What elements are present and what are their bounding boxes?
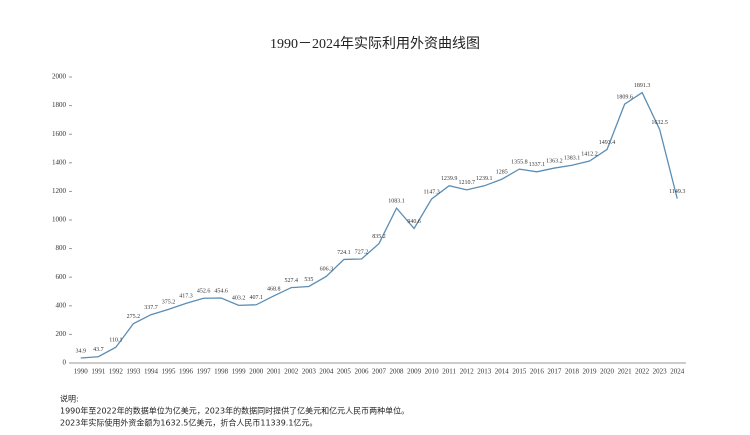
y-tick-label: 1600 xyxy=(52,130,67,138)
x-tick-label: 1997 xyxy=(197,368,212,376)
data-label: 407.1 xyxy=(249,295,263,301)
x-tick-label: 2003 xyxy=(302,368,317,376)
x-tick-label: 2004 xyxy=(319,368,334,376)
y-tick-label: 1200 xyxy=(52,187,67,195)
y-tick-label: 200 xyxy=(56,330,67,338)
y-tick-label: 1000 xyxy=(52,216,67,224)
x-tick-label: 1995 xyxy=(161,368,176,376)
data-label: 110.1 xyxy=(109,338,122,344)
data-label: 727.2 xyxy=(355,249,369,255)
data-label: 940.6 xyxy=(407,219,421,225)
x-tick-label: 2012 xyxy=(460,368,475,376)
x-tick-label: 1994 xyxy=(144,368,159,376)
x-tick-label: 2007 xyxy=(372,368,387,376)
x-tick-label: 2020 xyxy=(600,368,615,376)
data-label: 1809.6 xyxy=(616,95,633,101)
x-tick-label: 2000 xyxy=(249,368,264,376)
data-label: 724.1 xyxy=(337,250,351,256)
x-tick-label: 2019 xyxy=(583,368,598,376)
data-label: 535 xyxy=(304,277,313,283)
data-label: 454.6 xyxy=(214,288,228,294)
x-tick-label: 2010 xyxy=(425,368,440,376)
data-label: 1239.9 xyxy=(441,176,458,182)
x-tick-label: 2021 xyxy=(618,368,633,376)
x-tick-label: 2022 xyxy=(635,368,650,376)
y-tick-label: 2000 xyxy=(52,73,67,81)
x-tick-label: 2017 xyxy=(547,368,562,376)
data-label: 1891.3 xyxy=(634,83,651,89)
data-label: 417.3 xyxy=(179,294,193,300)
data-label: 1632.5 xyxy=(651,120,668,126)
data-label: 1493.4 xyxy=(599,140,616,146)
y-tick-label: 1400 xyxy=(52,158,67,166)
x-tick-label: 2006 xyxy=(354,368,369,376)
data-label: 835.2 xyxy=(372,234,386,240)
data-label: 1149.3 xyxy=(669,189,685,195)
y-tick-label: 800 xyxy=(56,244,67,252)
data-label: 1239.1 xyxy=(476,176,493,182)
x-tick-label: 1992 xyxy=(109,368,124,376)
x-tick-label: 2018 xyxy=(565,368,580,376)
x-tick-label: 1991 xyxy=(91,368,106,376)
data-label: 1355.8 xyxy=(511,159,528,165)
x-tick-label: 2002 xyxy=(284,368,299,376)
data-label: 275.2 xyxy=(127,314,141,320)
data-label: 1337.1 xyxy=(529,162,546,168)
data-label: 1363.2 xyxy=(546,158,563,164)
x-tick-label: 2011 xyxy=(442,368,456,376)
x-tick-label: 1993 xyxy=(126,368,141,376)
data-label: 1210.7 xyxy=(458,180,475,186)
y-tick-label: 1800 xyxy=(52,101,67,109)
y-tick-label: 400 xyxy=(56,301,67,309)
data-label: 452.6 xyxy=(197,289,211,295)
data-label: 337.7 xyxy=(144,305,158,311)
note: 说明: xyxy=(60,394,79,404)
data-label: 527.4 xyxy=(285,278,299,284)
note: 2023年实际使用外资金额为1632.5亿美元，折合人民币11339.1亿元。 xyxy=(60,418,317,428)
data-label: 43.7 xyxy=(93,347,104,353)
data-label: 606.3 xyxy=(320,267,334,273)
x-tick-label: 2014 xyxy=(495,368,510,376)
data-label: 1383.1 xyxy=(564,156,581,162)
data-label: 375.2 xyxy=(162,300,176,306)
data-label: 1083.1 xyxy=(388,198,405,204)
x-tick-label: 1996 xyxy=(179,368,194,376)
data-line xyxy=(80,91,678,359)
note: 1990年至2022年的数据单位为亿美元，2023年的数据同时提供了亿美元和亿元… xyxy=(60,406,409,416)
x-tick-label: 2001 xyxy=(267,368,282,376)
x-tick-label: 2024 xyxy=(670,368,685,376)
chart-title: 1990－2024年实际利用外资曲线图 xyxy=(270,36,480,52)
x-tick-label: 1998 xyxy=(214,368,229,376)
x-tick-label: 2005 xyxy=(337,368,352,376)
data-label: 34.9 xyxy=(76,348,87,354)
x-tick-label: 1999 xyxy=(232,368,247,376)
x-tick-label: 2009 xyxy=(407,368,422,376)
data-label: 468.8 xyxy=(267,286,281,292)
data-label: 403.2 xyxy=(232,296,246,302)
x-tick-label: 2016 xyxy=(530,368,545,376)
data-label: 1412.2 xyxy=(581,151,598,157)
x-tick-label: 1990 xyxy=(74,368,89,376)
x-tick-label: 2015 xyxy=(512,368,527,376)
y-tick-label: 0 xyxy=(63,359,67,367)
data-label: 1285 xyxy=(496,170,508,176)
x-tick-label: 2023 xyxy=(653,368,668,376)
x-tick-label: 2013 xyxy=(477,368,492,376)
data-label: 1147.3 xyxy=(423,189,439,195)
y-tick-label: 600 xyxy=(56,273,67,281)
x-tick-label: 2008 xyxy=(390,368,405,376)
